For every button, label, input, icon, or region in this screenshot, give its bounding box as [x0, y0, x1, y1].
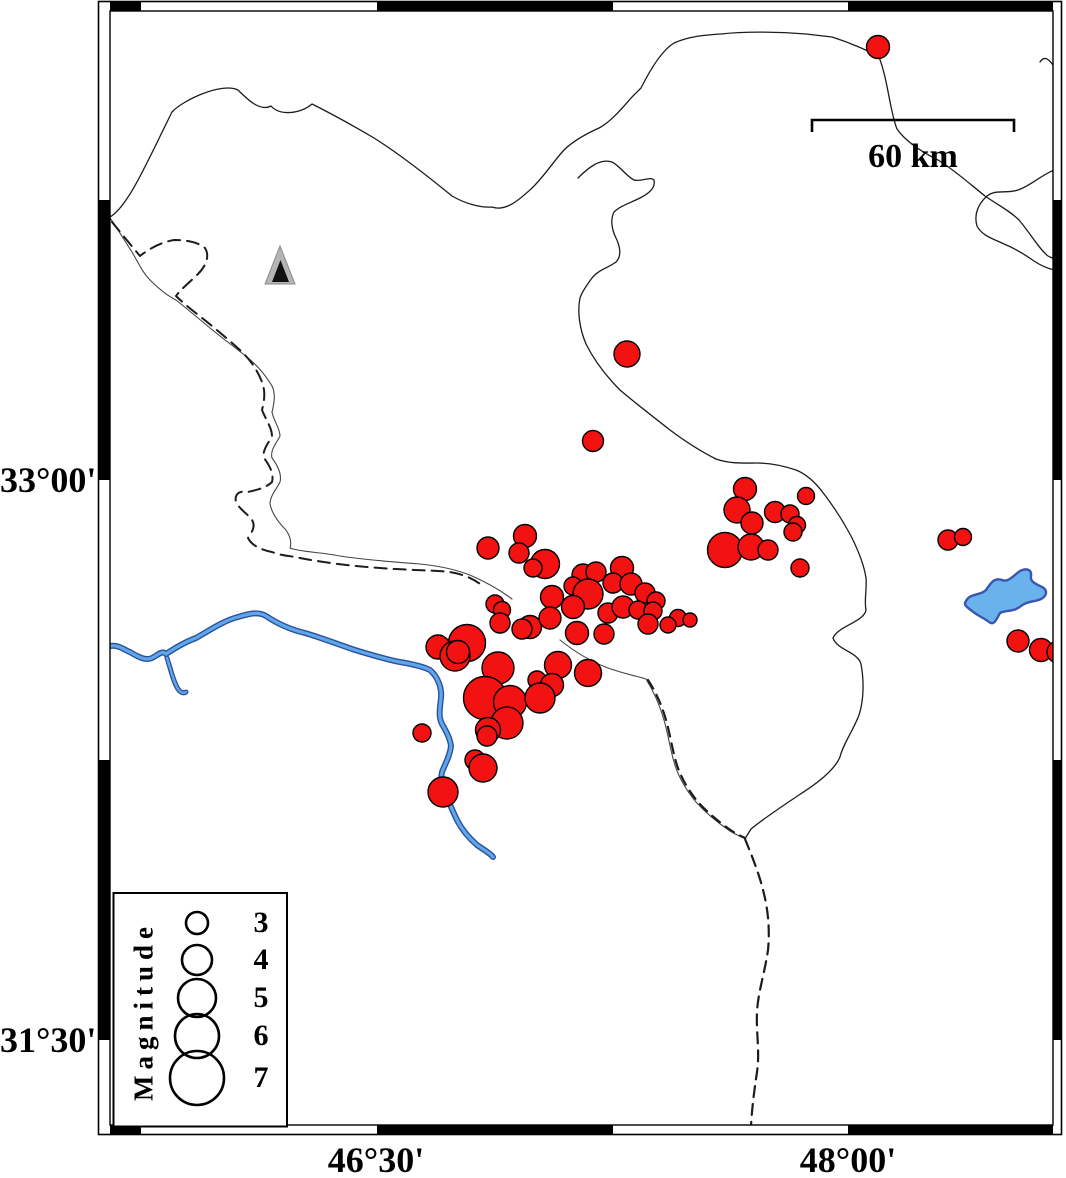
legend-circle-m4	[180, 943, 214, 977]
earthquake-marker	[740, 511, 764, 535]
earthquake-marker	[508, 542, 530, 564]
x-axis-label-48-00: 48°00'	[799, 1140, 897, 1178]
legend-label-m3: 3	[253, 906, 269, 939]
earthquake-marker	[445, 639, 471, 665]
earthquake-marker	[659, 616, 677, 634]
earthquake-marker	[412, 723, 432, 743]
y-axis-label-31-30: 31°30'	[0, 1020, 97, 1060]
earthquake-marker	[1046, 641, 1053, 663]
earthquake-marker	[564, 620, 590, 646]
earthquake-marker	[524, 682, 556, 714]
earthquake-marker	[581, 429, 605, 453]
earthquake-marker	[865, 34, 891, 60]
legend-circle-m6	[173, 1012, 221, 1060]
earthquake-marker	[560, 594, 586, 620]
earthquake-marker	[573, 658, 603, 688]
earthquake-marker	[593, 623, 615, 645]
earthquake-marker	[427, 776, 459, 808]
station-triangle-icon	[264, 244, 296, 285]
earthquake-marker	[757, 539, 779, 561]
earthquake-marker	[953, 527, 973, 547]
map-frame	[99, 2, 1062, 1134]
earthquake-marker	[476, 536, 500, 560]
legend-box	[112, 892, 288, 1128]
earthquake-marker	[538, 606, 562, 630]
legend-label-m6: 6	[253, 1019, 269, 1052]
earthquake-marker	[511, 618, 533, 640]
earthquake-marker	[476, 725, 498, 747]
scale-bar-label: 60 km	[868, 138, 958, 175]
lake	[963, 568, 1048, 625]
legend-label-m7: 7	[253, 1061, 269, 1094]
y-axis-label-33-00: 33°00'	[0, 460, 97, 500]
earthquake-marker	[613, 340, 641, 368]
legend-circle-m3	[184, 910, 210, 936]
legend-title: Magnitude	[128, 921, 159, 1102]
legend-label-m5: 5	[253, 981, 269, 1014]
scale-bar	[810, 118, 1016, 132]
earthquake-marker	[539, 584, 565, 610]
earthquake-marker	[796, 486, 816, 506]
earthquake-marker	[523, 558, 543, 578]
boundary-lines	[110, 31, 1053, 1125]
legend-circle-m7	[168, 1049, 226, 1107]
earthquake-marker	[790, 558, 810, 578]
earthquake-marker	[682, 612, 698, 628]
legend-label-m4: 4	[253, 943, 269, 976]
earthquake-epicenters	[412, 34, 1053, 808]
earthquake-marker	[489, 612, 511, 634]
legend-circle-m5	[176, 977, 218, 1019]
earthquake-marker	[783, 522, 803, 542]
earthquake-marker	[468, 753, 498, 783]
legend-magnitude-circles	[168, 910, 226, 1107]
earthquake-marker	[1006, 629, 1030, 653]
x-axis-label-46-30: 46°30'	[327, 1140, 425, 1178]
earthquake-marker	[706, 531, 744, 569]
earthquake-marker	[637, 613, 659, 635]
